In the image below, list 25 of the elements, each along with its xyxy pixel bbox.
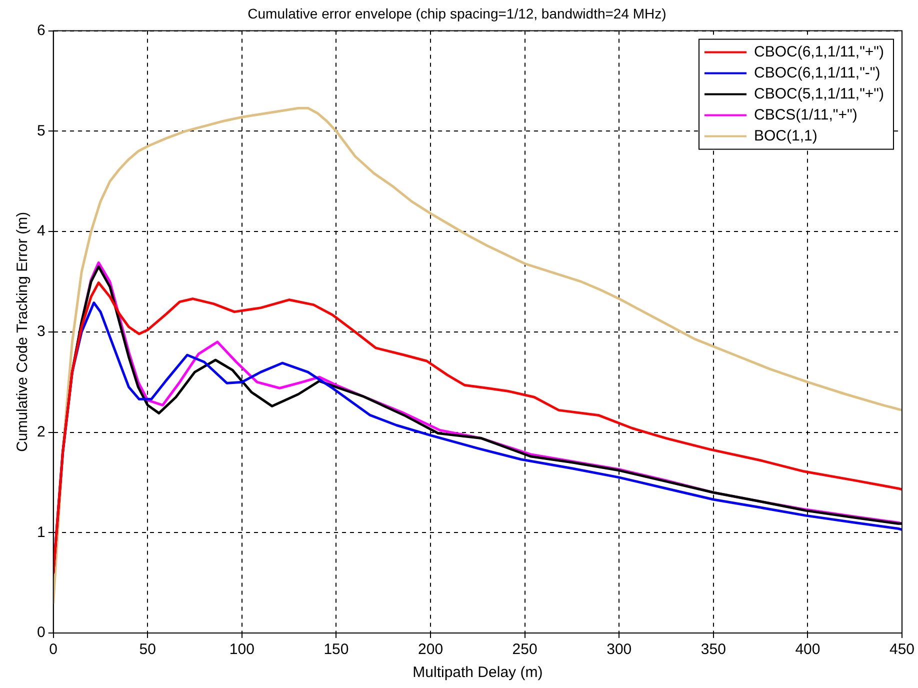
x-tick-label: 400	[795, 641, 820, 658]
x-tick-label: 350	[700, 641, 726, 658]
y-tick-label: 4	[37, 222, 46, 240]
x-tick-label: 450	[889, 641, 915, 658]
y-axis-title: Cumulative Code Tracking Error (m)	[14, 212, 32, 452]
y-tick-label: 6	[37, 22, 46, 39]
legend-label: CBOC(5,1,1/11,"+")	[754, 85, 884, 102]
x-tick-label: 300	[606, 641, 632, 658]
y-tick-label: 5	[37, 122, 46, 140]
y-tick-label: 0	[37, 624, 46, 642]
x-tick-label: 0	[49, 641, 58, 658]
x-tick-label: 100	[229, 641, 254, 658]
x-tick-label: 50	[139, 641, 156, 658]
y-tick-label: 1	[37, 524, 46, 541]
x-tick-label: 250	[512, 641, 538, 658]
x-axis-title: Multipath Delay (m)	[412, 664, 543, 682]
legend-label: CBOC(6,1,1/11,"-")	[754, 64, 880, 82]
legend-label: CBOC(6,1,1/11,"+")	[754, 43, 884, 60]
y-tick-label: 2	[37, 423, 46, 440]
legend-label: BOC(1,1)	[754, 127, 818, 144]
x-tick-label: 150	[324, 641, 349, 658]
x-tick-label: 200	[418, 641, 444, 658]
chart-title: Cumulative error envelope (chip spacing=1/12, bandwidth=24 MHz)	[248, 5, 666, 22]
y-tick-label: 3	[37, 323, 46, 340]
legend-label: CBCS(1/11,"+")	[754, 106, 858, 124]
